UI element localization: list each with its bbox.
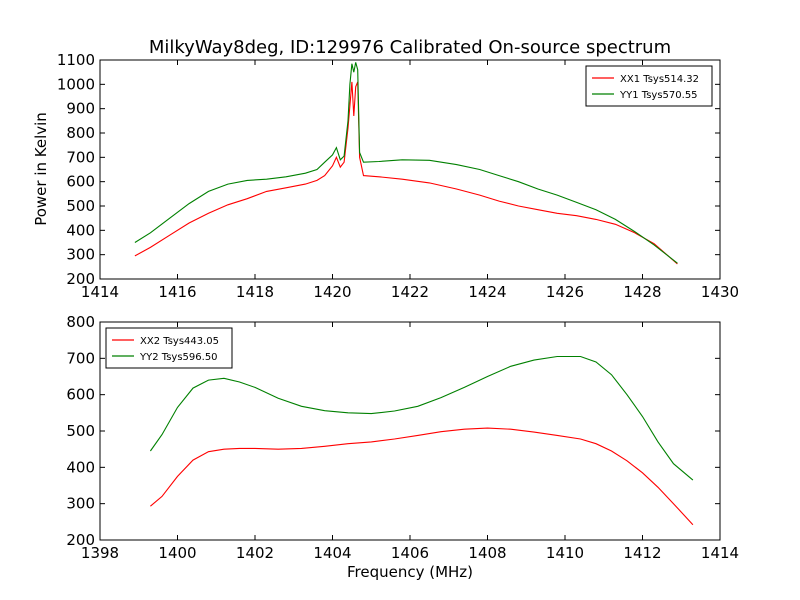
y-tick-label: 500 bbox=[66, 197, 95, 215]
x-tick-label: 1420 bbox=[313, 283, 351, 301]
legend-box bbox=[585, 65, 713, 107]
x-tick-label: 1404 bbox=[313, 544, 351, 562]
legend-box bbox=[105, 327, 233, 369]
x-tick-label: 1402 bbox=[236, 544, 274, 562]
x-tick-label: 1398 bbox=[81, 544, 119, 562]
legend: XX2 Tsys443.05 YY2 Tsys596.50 bbox=[105, 327, 233, 369]
x-tick-label: 1428 bbox=[623, 283, 661, 301]
y-tick-label: 900 bbox=[66, 100, 95, 118]
series-line-1-1 bbox=[134, 81, 678, 265]
y-tick-label: 400 bbox=[66, 221, 95, 239]
x-axis-label: Frequency (MHz) bbox=[347, 563, 473, 581]
x-tick-label: 1422 bbox=[391, 283, 429, 301]
y-tick-label: 200 bbox=[66, 270, 95, 288]
top-panel: 1414 1416 1418 1420 1422 1424 1426 1428 1430 200 3… bbox=[57, 51, 739, 301]
y-tick-label: 300 bbox=[66, 246, 95, 264]
series-line-2-1 bbox=[150, 427, 694, 526]
y-tick-label: 500 bbox=[66, 422, 95, 440]
y-tick-label: 1100 bbox=[57, 51, 95, 69]
y-tick-label: 300 bbox=[66, 495, 95, 513]
legend-label: YY2 Tsys596.50 bbox=[139, 352, 218, 363]
legend-label: XX2 Tsys443.05 bbox=[140, 336, 219, 347]
legend: XX1 Tsys514.32 YY1 Tsys570.55 bbox=[585, 65, 713, 107]
x-tick-label: 1414 bbox=[701, 544, 739, 562]
x-tick-label: 1408 bbox=[468, 544, 506, 562]
x-tick-label: 1416 bbox=[158, 283, 196, 301]
y-tick-label: 700 bbox=[66, 349, 95, 367]
x-tick-label: 1418 bbox=[236, 283, 274, 301]
legend-label: YY1 Tsys570.55 bbox=[619, 90, 698, 101]
x-tick-label: 1412 bbox=[623, 544, 661, 562]
x-tick-label: 1430 bbox=[701, 283, 739, 301]
y-tick-label: 600 bbox=[66, 173, 95, 191]
x-tick-label: 1424 bbox=[468, 283, 506, 301]
x-tick-label: 1400 bbox=[158, 544, 196, 562]
x-tick-label: 1410 bbox=[546, 544, 584, 562]
y-tick-label: 400 bbox=[66, 458, 95, 476]
x-tick-label: 1426 bbox=[546, 283, 584, 301]
x-tick-label: 1414 bbox=[81, 283, 119, 301]
legend-label: XX1 Tsys514.32 bbox=[620, 74, 699, 85]
y-tick-label: 200 bbox=[66, 531, 95, 549]
x-tick-label: 1406 bbox=[391, 544, 429, 562]
series-line-1-2 bbox=[134, 62, 678, 264]
y-tick-label: 800 bbox=[66, 124, 95, 142]
bottom-panel: 1398 1400 1402 1404 1406 1408 1410 1412 1414 200 3… bbox=[66, 313, 739, 562]
series-line-2-2 bbox=[149, 355, 694, 481]
y-tick-label: 1000 bbox=[57, 75, 95, 93]
chart-title: MilkyWay8deg, ID:129976 Calibrated On-so… bbox=[149, 37, 671, 58]
y-axis-label: Power in Kelvin bbox=[32, 112, 50, 226]
y-tick-label: 600 bbox=[66, 386, 95, 404]
y-tick-label: 800 bbox=[66, 313, 95, 331]
y-tick-label: 700 bbox=[66, 148, 95, 166]
